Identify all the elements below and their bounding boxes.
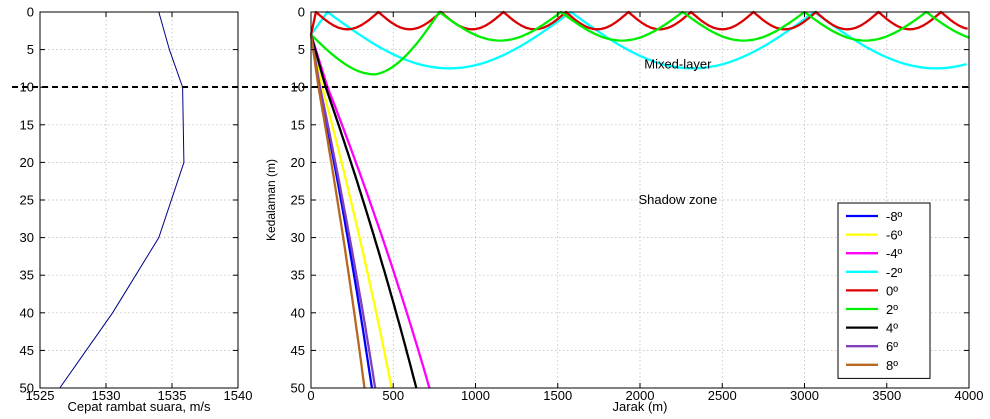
ray-y-tick-label: 15 [291,117,305,132]
ray-x-axis-label: Jarak (m) [613,399,668,414]
ray-legend: -8º -6º -4º -2º 0º 2º 4º 6º 8º [837,202,931,379]
ray-x-tick-label: 4000 [955,388,984,403]
ray-y-tick-label: 5 [298,42,305,57]
speed-y-tick-label: 45 [20,343,34,358]
ray-trace-panel: 0 500 1000 1500 2000 2500 3000 3500 400005101520… [264,5,983,415]
speed-x-tick-label: 1525 [26,388,55,403]
legend-label-8: 8º [886,358,898,373]
ray-series-7 [309,34,377,389]
legend-label-6: 4º [886,321,898,336]
speed-y-tick-label: 40 [20,305,34,320]
ray-paths [309,10,970,389]
speed-y-tick-label: 35 [20,268,34,283]
legend-label-4: 0º [886,283,898,298]
ray-series-6 [309,34,418,389]
legend-label-7: 6º [886,339,898,354]
speed-y-tick-label: 50 [20,381,34,396]
legend-label-0: -8º [886,209,903,224]
ray-series-2 [309,34,431,389]
ray-x-tick-label: 2000 [626,388,655,403]
speed-y-tick-label: 15 [20,117,34,132]
speed-x-tick-label: 1535 [158,388,187,403]
legend-label-5: 2º [886,302,898,317]
speed-y-tick-label: 25 [20,193,34,208]
ray-y-tick-label: 20 [291,155,305,170]
speed-profile-line [59,11,185,389]
ray-x-tick-label: 0 [307,388,314,403]
ray-x-tick-label: 3000 [790,388,819,403]
legend-label-3: -2º [886,265,903,280]
legend-label-2: -4º [886,246,903,261]
ray-x-tick-label: 1000 [461,388,490,403]
speed-y-tick-label: 20 [20,155,34,170]
ray-x-tick-label: 3500 [872,388,901,403]
legend-label-1: -6º [886,228,903,243]
speed-y-tick-label: 0 [27,5,34,20]
speed-y-tick-label: 30 [20,230,34,245]
ray-x-tick-label: 1500 [543,388,572,403]
ray-y-tick-label: 50 [291,381,305,396]
ray-series-1 [309,34,393,389]
speed-x-tick-label: 1540 [224,388,253,403]
ray-y-tick-label: 25 [291,193,305,208]
ray-x-tick-label: 500 [382,388,404,403]
speed-x-axis-label: Cepat rambat suara, m/s [67,399,211,414]
ray-series-3 [310,10,967,70]
ray-series-4 [309,10,968,35]
speed-profile-series [59,11,185,389]
ray-y-tick-label: 35 [291,268,305,283]
ray-annotation-1: Shadow zone [638,192,717,207]
ray-x-tick-label: 2500 [708,388,737,403]
speed-x-tick-label: 1530 [92,388,121,403]
ray-y-tick-label: 40 [291,305,305,320]
ray-annotation-0: Mixed-layer [644,56,712,71]
ray-y-axis-label: Kedalaman (m) [264,159,278,241]
ray-y-tick-label: 30 [291,230,305,245]
ray-series-5 [310,10,970,76]
speed-y-tick-label: 5 [27,42,34,57]
ray-series-8 [309,34,366,389]
ray-y-tick-label: 45 [291,343,305,358]
ray-y-tick-label: 0 [298,5,305,20]
ray-annotations: Mixed-layer Shadow zone [638,56,717,206]
